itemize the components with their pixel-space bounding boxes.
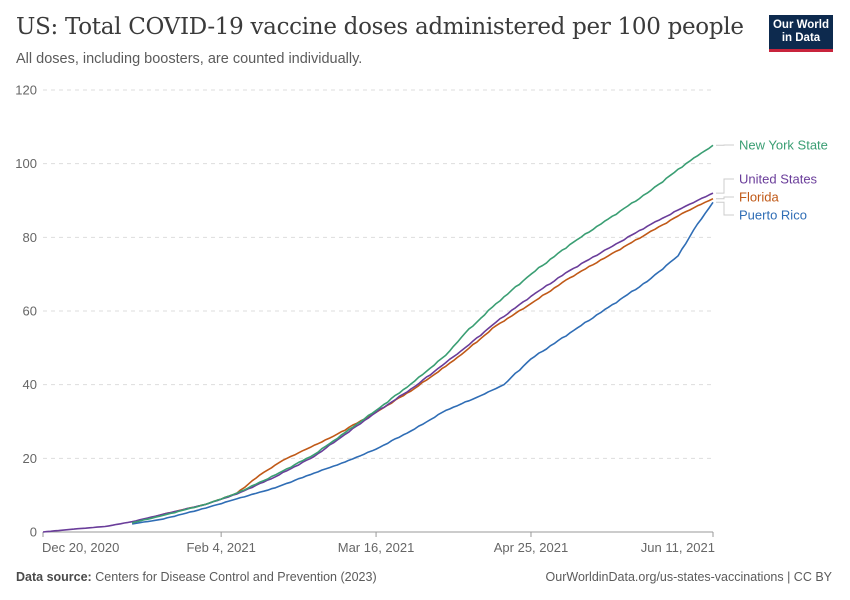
label-connector-united-states bbox=[716, 178, 734, 194]
series-label-puerto-rico: Puerto Rico bbox=[739, 208, 807, 223]
x-tick-label: Mar 16, 2021 bbox=[338, 540, 415, 555]
logo-line-1: Our World bbox=[772, 19, 829, 31]
series-line-new-york-state bbox=[131, 144, 714, 524]
series-line-united-states bbox=[42, 192, 714, 533]
series-label-florida: Florida bbox=[739, 190, 780, 205]
x-tick-label: Feb 4, 2021 bbox=[186, 540, 255, 555]
series-line-florida bbox=[131, 197, 714, 524]
source-text[interactable]: Centers for Disease Control and Preventi… bbox=[95, 570, 377, 584]
x-tick-label: Jun 11, 2021 bbox=[641, 540, 715, 555]
y-tick-label: 40 bbox=[23, 377, 37, 392]
y-tick-label: 120 bbox=[15, 83, 37, 98]
series-label-united-states: United States bbox=[739, 172, 818, 187]
y-tick-label: 60 bbox=[23, 304, 37, 319]
footer-url[interactable]: OurWorldinData.org/us-states-vaccination… bbox=[545, 570, 832, 584]
y-tick-label: 0 bbox=[30, 525, 37, 540]
y-tick-label: 100 bbox=[15, 156, 37, 171]
y-tick-label: 80 bbox=[23, 230, 37, 245]
chart-title: US: Total COVID-19 vaccine doses adminis… bbox=[16, 14, 744, 40]
owid-logo[interactable]: Our World in Data bbox=[769, 15, 833, 52]
data-source-note: Data source: Centers for Disease Control… bbox=[16, 570, 377, 584]
x-tick-label: Apr 25, 2021 bbox=[494, 540, 568, 555]
y-tick-label: 20 bbox=[23, 451, 37, 466]
label-connector-florida bbox=[716, 196, 734, 200]
chart-subtitle: All doses, including boosters, are count… bbox=[16, 51, 363, 67]
series-label-new-york-state: New York State bbox=[739, 138, 828, 153]
x-tick-label: Dec 20, 2020 bbox=[42, 540, 119, 555]
series-line-puerto-rico bbox=[131, 201, 714, 525]
label-connector-puerto-rico bbox=[716, 201, 734, 216]
logo-line-2: in Data bbox=[781, 32, 821, 44]
source-label: Data source: bbox=[16, 570, 92, 584]
